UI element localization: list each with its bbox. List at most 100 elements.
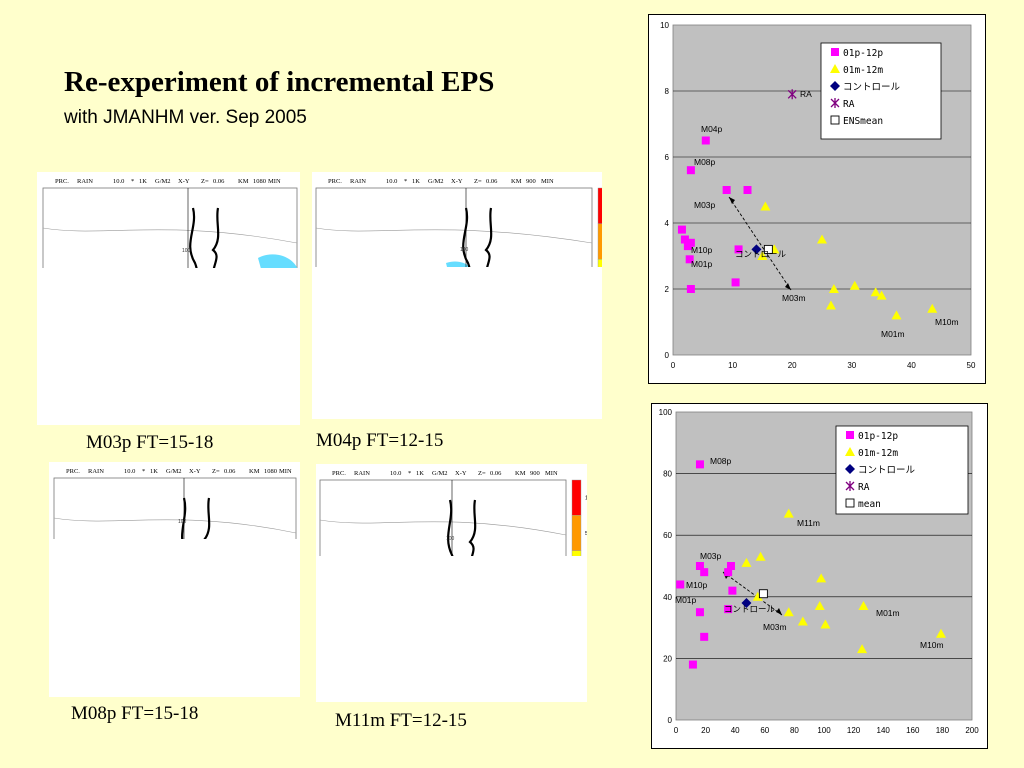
annotation-label: M01m <box>881 329 905 339</box>
color-bar-label: 50 <box>585 531 587 537</box>
axes: 0 2 4 6 8 10 0 10 20 30 40 50 <box>660 21 976 370</box>
x-tick-label: 20 <box>701 726 710 735</box>
data-point <box>787 89 797 100</box>
series-diamond <box>751 244 762 255</box>
data-point <box>752 591 763 601</box>
data-point <box>755 551 766 561</box>
dashed-arrow <box>728 196 792 291</box>
map-header-val: 10.0 <box>113 178 124 185</box>
arrow-head <box>729 197 735 204</box>
data-point <box>876 290 887 300</box>
data-point <box>858 601 869 611</box>
map-header-z: Z= <box>212 468 220 475</box>
data-point <box>783 508 794 518</box>
page-subtitle: with JMANHM ver. Sep 2005 <box>64 107 307 128</box>
map-header-rain: RAIN <box>88 468 104 475</box>
data-point <box>758 589 768 599</box>
annotation-label: M08p <box>710 456 732 466</box>
data-point <box>722 186 731 194</box>
data-point <box>724 605 733 614</box>
legend-label: 01p-12p <box>843 48 883 59</box>
map-header-star: * <box>408 470 411 477</box>
dashed-arrow <box>722 571 783 616</box>
data-point <box>857 644 868 654</box>
map-header: PRC. RAIN 10.0 * 1K G/M2 X-Y Z= 0.06 KM 900 MIN <box>328 178 554 185</box>
data-point <box>797 616 808 626</box>
data-point <box>741 557 752 567</box>
data-point <box>816 573 827 583</box>
map-header-unit: G/M2 <box>166 468 182 475</box>
isobar-line <box>42 227 298 244</box>
color-bar-segment <box>571 515 582 551</box>
coastline <box>462 207 493 267</box>
map-body: 100 <box>315 187 593 267</box>
legend-marker <box>830 115 840 125</box>
map-header-star: * <box>404 178 407 185</box>
data-point <box>686 238 695 247</box>
data-point <box>825 300 836 310</box>
map-header-prc: PRC. <box>332 470 346 477</box>
data-point <box>700 632 709 641</box>
data-point <box>686 285 695 293</box>
annotation-label: M03p <box>694 200 716 210</box>
annotation-label: M10p <box>691 245 713 255</box>
annotation-label: コントロール <box>735 249 787 259</box>
legend-marker <box>845 464 855 474</box>
y-tick-label: 60 <box>663 531 672 540</box>
map-header: PRC. RAIN 10.0 * 1K G/M2 X-Y Z= 0.06 KM 900 MIN <box>332 470 558 477</box>
map-header-k: 1K <box>150 468 158 475</box>
legend-label: mean <box>858 499 881 510</box>
rain-map-m08p: PRC. RAIN 10.0 * 1K G/M2 X-Y Z= 0.06 KM 1080 MIN 100 <box>49 462 300 697</box>
x-tick-label: 120 <box>847 726 861 735</box>
data-point <box>700 568 709 577</box>
map-header-val: 10.0 <box>386 178 397 185</box>
data-point <box>741 597 752 608</box>
y-tick-label: 4 <box>665 219 670 228</box>
legend-marker <box>830 81 840 91</box>
contour-label: 100 <box>182 248 191 254</box>
series-open-square <box>763 244 773 254</box>
coastline <box>181 497 211 539</box>
series-star <box>787 89 797 100</box>
data-point <box>695 562 704 570</box>
scatter-chart-top: 0 2 4 6 8 10 0 10 20 30 40 50 RA M04p M08p M03p M10p M01p… <box>648 14 986 384</box>
map-body: 100 <box>42 187 298 268</box>
annotation-label: M03m <box>763 622 787 632</box>
legend-marker <box>830 64 840 73</box>
rain-area-light <box>258 254 297 268</box>
legend-label: コントロール <box>858 465 916 476</box>
annotation-label: M01m <box>876 608 900 618</box>
map-header-rain: RAIN <box>354 470 370 477</box>
map-header-zval: 0.06 <box>224 468 236 475</box>
y-tick-label: 40 <box>663 593 672 602</box>
map-header-k: 1K <box>416 470 424 477</box>
rain-map-svg: PRC. RAIN 10.0 * 1K G/M2 X-Y Z= 0.06 KM 1080 MIN 100 <box>42 178 298 268</box>
data-point <box>680 235 689 244</box>
annotations: M08p M11m M03p M10p M01p コントロール M03m M01m M10m <box>675 456 944 650</box>
data-point <box>695 608 704 617</box>
rain-map-m04p: PRC. RAIN 10.0 * 1K G/M2 X-Y Z= 0.06 KM 900 MIN 100 1… <box>312 172 602 419</box>
y-tick-label: 6 <box>665 153 670 162</box>
data-point <box>726 562 735 570</box>
y-tick-label: 2 <box>665 285 670 294</box>
color-bar-segment <box>597 187 602 224</box>
color-bar-segment <box>571 550 582 556</box>
map-header-z: Z= <box>478 470 486 477</box>
contour-label: 100 <box>460 247 469 253</box>
map-header-xy: X-Y <box>178 178 190 185</box>
legend-label: ENSmean <box>843 116 883 127</box>
rain-map-m11m: PRC. RAIN 10.0 * 1K G/M2 X-Y Z= 0.06 KM 900 MIN 100 1… <box>316 464 587 702</box>
map-header: PRC. RAIN 10.0 * 1K G/M2 X-Y Z= 0.06 KM 1080 MIN <box>55 178 281 185</box>
map-header-unit: G/M2 <box>432 470 448 477</box>
y-tick-label: 20 <box>663 654 672 663</box>
legend-marker <box>830 98 840 108</box>
data-point <box>728 586 737 595</box>
contour-label: 100 <box>446 536 455 542</box>
map-header-min: MIN <box>545 470 558 477</box>
x-tick-label: 30 <box>847 361 856 370</box>
scatter-chart-bottom-svg: 0 20 40 60 80 100 0 20 40 60 80 100 120 140 160 180 200 M… <box>659 408 980 735</box>
map-header-km-value: 1080 <box>253 178 266 185</box>
map-header-min: MIN <box>541 178 554 185</box>
series-diamond <box>741 597 752 608</box>
map-header-zval: 0.06 <box>486 178 498 185</box>
